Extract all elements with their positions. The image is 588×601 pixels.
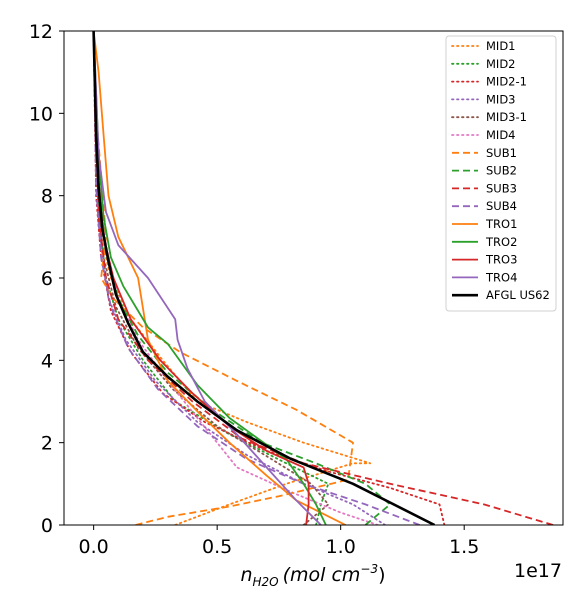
series-line-sub1 <box>92 31 354 525</box>
series-line-sub3 <box>92 31 554 525</box>
x-tick-label: 1.0 <box>326 536 356 558</box>
legend-entry-label: MID3 <box>486 92 516 106</box>
y-tick-label: 8 <box>41 186 53 208</box>
legend-entry-label: SUB4 <box>486 199 517 213</box>
legend-entry-label: TRO2 <box>485 235 517 249</box>
series-line-mid2-1 <box>92 31 446 525</box>
x-axis: 0.0 0.5 1.0 1.5 <box>79 525 479 558</box>
x-tick-label: 1.5 <box>449 536 479 558</box>
legend-entry-label: MID2 <box>486 57 516 71</box>
legend-entry-label: TRO4 <box>485 270 517 284</box>
legend-entry-label: SUB1 <box>486 146 517 160</box>
legend-entry-label: TRO3 <box>485 253 517 267</box>
x-axis-label-exp: −3 <box>360 562 378 576</box>
series-line-mid3-1 <box>92 31 330 525</box>
y-tick-label: 12 <box>29 21 53 43</box>
series-line-afgl-us62 <box>92 31 436 525</box>
y-tick-label: 10 <box>29 103 53 125</box>
legend-entry-label: MID2-1 <box>486 75 527 89</box>
y-tick-label: 6 <box>41 268 53 290</box>
x-axis-label: nH2O (mol cm−3) <box>240 562 385 589</box>
series-line-mid1 <box>92 31 372 525</box>
legend: MID1 MID2 MID2-1 MID3 MID3-1 MID4 SUB1 SUB2 SUB3… <box>445 35 557 312</box>
y-tick-label: 0 <box>41 515 53 537</box>
x-axis-label-units: (mol cm <box>283 564 361 586</box>
x-axis-label-main: n <box>240 564 252 586</box>
series-line-tro2 <box>92 31 327 525</box>
legend-entry-label: MID1 <box>486 39 516 53</box>
x-tick-label: 0.5 <box>202 536 232 558</box>
y-tick-label: 4 <box>41 350 53 372</box>
series-line-sub4 <box>92 31 421 525</box>
y-tick-label: 2 <box>41 433 53 455</box>
x-axis-offset-text: 1e17 <box>514 560 562 582</box>
legend-entry-label: MID4 <box>486 128 516 142</box>
series-line-tro1 <box>92 31 347 525</box>
legend-entry-label: SUB3 <box>486 181 517 195</box>
plot-lines <box>92 31 554 525</box>
series-line-mid2 <box>92 31 330 525</box>
legend-entry-label: TRO1 <box>485 217 517 231</box>
x-axis-label-close: ) <box>378 564 385 586</box>
legend-entry-label: SUB2 <box>486 164 517 178</box>
y-axis: 0 2 4 6 8 10 12 <box>29 21 64 537</box>
legend-entry-label: MID3-1 <box>486 110 527 124</box>
x-tick-label: 0.0 <box>79 536 109 558</box>
series-line-mid4 <box>92 31 379 525</box>
legend-entry-label: AFGL US62 <box>486 288 550 302</box>
series-line-tro4 <box>92 31 322 525</box>
x-axis-label-sub: H2O <box>252 575 278 589</box>
